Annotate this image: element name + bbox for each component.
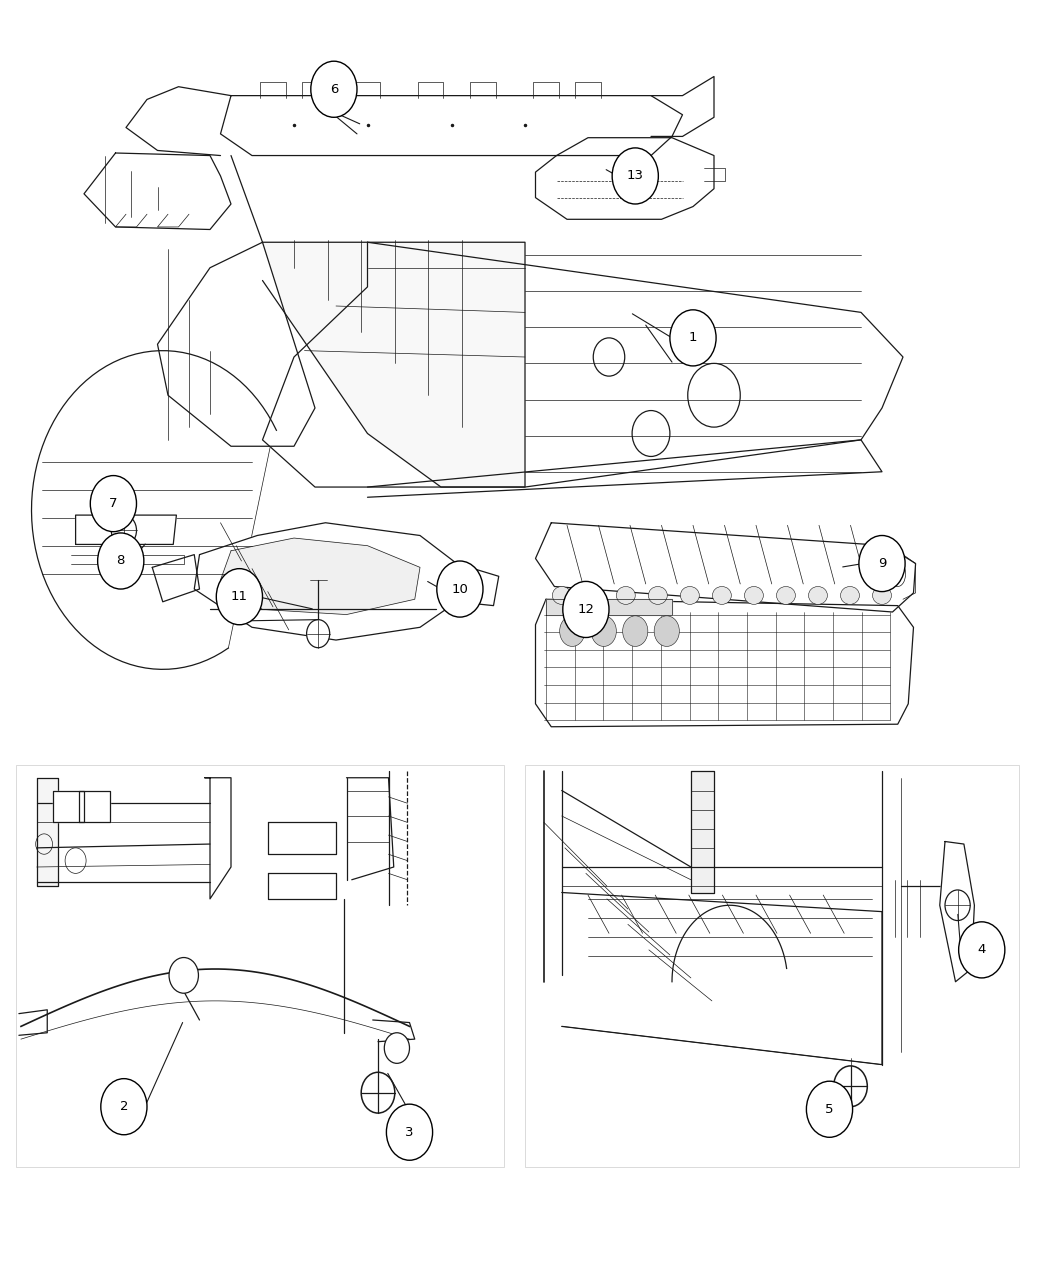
Circle shape — [834, 1066, 867, 1107]
Circle shape — [216, 569, 262, 625]
Text: 3: 3 — [405, 1126, 414, 1139]
Polygon shape — [268, 873, 336, 899]
Polygon shape — [546, 599, 672, 615]
Circle shape — [591, 616, 616, 646]
Polygon shape — [84, 153, 231, 230]
Circle shape — [959, 922, 1005, 978]
Ellipse shape — [873, 586, 891, 604]
Circle shape — [307, 620, 330, 648]
Polygon shape — [262, 242, 525, 487]
Circle shape — [654, 616, 679, 646]
Ellipse shape — [680, 586, 699, 604]
Polygon shape — [457, 564, 499, 606]
Ellipse shape — [776, 586, 796, 604]
Circle shape — [945, 890, 970, 921]
Circle shape — [670, 310, 716, 366]
Ellipse shape — [744, 586, 763, 604]
Polygon shape — [37, 778, 58, 886]
Text: 10: 10 — [452, 583, 468, 595]
Text: 5: 5 — [825, 1103, 834, 1116]
Polygon shape — [940, 842, 974, 982]
Text: 7: 7 — [109, 497, 118, 510]
Polygon shape — [126, 87, 231, 156]
Text: 13: 13 — [627, 170, 644, 182]
Circle shape — [563, 581, 609, 638]
Polygon shape — [220, 538, 420, 615]
Ellipse shape — [712, 586, 731, 604]
Polygon shape — [268, 822, 336, 854]
Text: 12: 12 — [578, 603, 594, 616]
Polygon shape — [79, 790, 110, 822]
Text: 1: 1 — [689, 332, 697, 344]
Circle shape — [311, 61, 357, 117]
Circle shape — [806, 1081, 853, 1137]
Ellipse shape — [808, 586, 827, 604]
Ellipse shape — [584, 586, 603, 604]
Text: 6: 6 — [330, 83, 338, 96]
Polygon shape — [691, 771, 714, 892]
Polygon shape — [158, 242, 315, 446]
Polygon shape — [76, 515, 176, 544]
Circle shape — [90, 476, 136, 532]
Polygon shape — [194, 523, 457, 640]
Circle shape — [98, 533, 144, 589]
Circle shape — [612, 148, 658, 204]
Text: 9: 9 — [878, 557, 886, 570]
Ellipse shape — [840, 586, 859, 604]
Circle shape — [384, 1033, 410, 1063]
Text: 4: 4 — [978, 944, 986, 956]
Circle shape — [361, 1072, 395, 1113]
Circle shape — [859, 536, 905, 592]
Text: 2: 2 — [120, 1100, 128, 1113]
Ellipse shape — [552, 586, 571, 604]
Ellipse shape — [649, 586, 668, 604]
Ellipse shape — [616, 586, 635, 604]
Polygon shape — [536, 523, 916, 612]
Polygon shape — [220, 96, 682, 156]
Text: 8: 8 — [117, 555, 125, 567]
Circle shape — [169, 958, 198, 993]
Text: 11: 11 — [231, 590, 248, 603]
Circle shape — [623, 616, 648, 646]
Circle shape — [437, 561, 483, 617]
Polygon shape — [536, 138, 714, 219]
Polygon shape — [152, 555, 200, 602]
Polygon shape — [52, 790, 84, 822]
Polygon shape — [262, 242, 903, 487]
Circle shape — [101, 1079, 147, 1135]
Polygon shape — [536, 599, 914, 727]
Circle shape — [560, 616, 585, 646]
Circle shape — [386, 1104, 433, 1160]
Circle shape — [111, 515, 136, 546]
